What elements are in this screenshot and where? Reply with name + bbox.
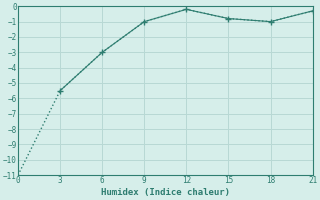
X-axis label: Humidex (Indice chaleur): Humidex (Indice chaleur) (101, 188, 230, 197)
